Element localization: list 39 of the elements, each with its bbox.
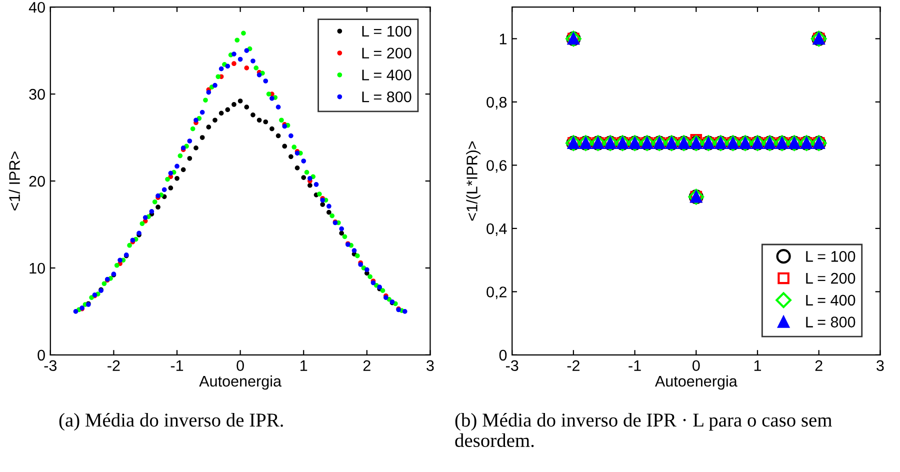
x-tick-label: -3 (506, 360, 518, 372)
y-tick-label: 10 (30, 262, 45, 274)
x-tick-label: -1 (628, 360, 641, 371)
x-tick-label: 0 (236, 360, 244, 372)
y-tick-label: 30 (29, 88, 45, 100)
x-tick-label: -3 (44, 360, 57, 372)
legend-label: L = 200 (806, 272, 856, 284)
y-tick-label: 0,8 (486, 96, 507, 110)
legend-label: L = 400 (362, 70, 412, 80)
legend-label: L = 400 (806, 294, 856, 306)
text: (a) Média do inverso de IPR. (59, 413, 283, 431)
text: (b) Média do inverso de IPR · L para o caso sem desordem. (455, 413, 832, 448)
x-tick-label: 2 (363, 360, 370, 371)
y-axis-title: <1/ IPR> (8, 152, 20, 210)
x-tick-label: -1 (170, 360, 184, 371)
legend-label: L = 800 (806, 316, 856, 328)
x-tick-label: -2 (108, 360, 120, 371)
legend-label: L = 200 (362, 48, 412, 59)
y-tick-label: 1 (500, 34, 506, 44)
y-tick-label: 0 (38, 350, 45, 361)
y-tick-label: 40 (28, 2, 45, 13)
y-tick-label: 0,6 (486, 160, 507, 173)
x-tick-label: 3 (876, 360, 884, 372)
legend-label: L = 100 (806, 251, 856, 262)
x-tick-label: -2 (567, 360, 580, 371)
x-tick-label: 0 (692, 360, 700, 372)
x-tick-label: 2 (815, 360, 822, 371)
legend-label: L = 100 (362, 26, 412, 37)
y-tick-label: 0,4 (486, 223, 507, 236)
y-tick-label: 0 (499, 350, 507, 361)
legend-label: L = 800 (362, 91, 412, 102)
x-tick-label: 3 (426, 360, 434, 372)
x-axis-title: Autoenergia (654, 375, 738, 390)
y-tick-label: 20 (29, 176, 45, 187)
x-axis-title: Autoenergia (199, 375, 282, 390)
y-tick-label: 0,2 (486, 286, 506, 300)
x-tick-label: 1 (754, 360, 762, 371)
y-axis-title: <1/(L*IPR)> (466, 141, 480, 221)
x-tick-label: 1 (300, 360, 308, 371)
